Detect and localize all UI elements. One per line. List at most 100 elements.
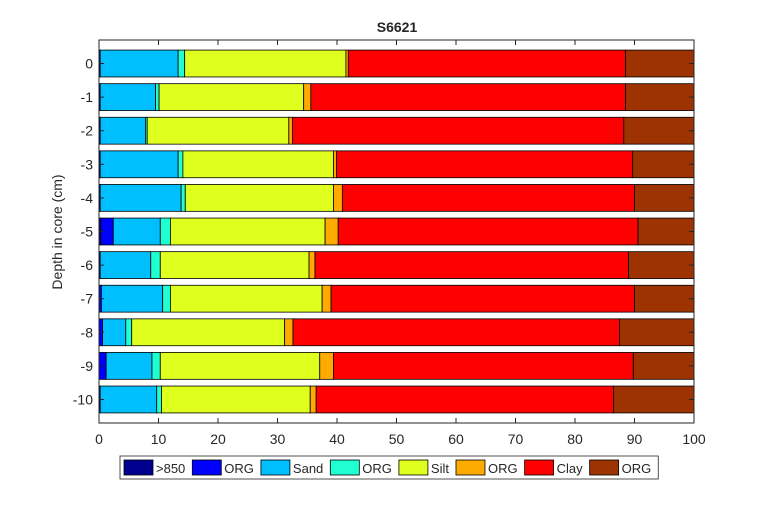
bar-segment xyxy=(100,284,164,313)
bar-segment xyxy=(99,150,179,179)
y-axis-label: Depth in core (cm) xyxy=(49,174,65,289)
legend-swatch xyxy=(191,459,222,476)
x-tick-label: 40 xyxy=(329,431,345,447)
bar-segment xyxy=(625,49,695,78)
bar-segment xyxy=(315,385,615,414)
bar-segment xyxy=(333,352,634,380)
x-tick-label: 0 xyxy=(95,431,103,447)
bar-segment xyxy=(182,150,334,179)
x-tick-label: 30 xyxy=(270,431,286,447)
legend-swatch xyxy=(524,459,555,476)
bar-segment xyxy=(150,251,161,279)
y-tick-label: -9 xyxy=(81,358,94,374)
legend-label: ORG xyxy=(362,461,392,476)
bar-segment xyxy=(169,217,326,246)
legend-box xyxy=(119,455,659,480)
bar-segment xyxy=(314,251,629,279)
bar-segment xyxy=(131,318,286,347)
x-tick-label: 10 xyxy=(151,431,167,447)
x-tick-label: 70 xyxy=(508,431,524,447)
x-tick-label: 20 xyxy=(210,431,226,447)
bar-segment xyxy=(105,352,153,380)
bar-segment xyxy=(319,352,334,380)
legend-swatch xyxy=(398,459,429,476)
bar-segment xyxy=(99,83,156,111)
legend-label: >850 xyxy=(156,461,185,476)
bar-segment xyxy=(333,150,337,179)
bar-segment xyxy=(177,150,184,179)
x-axis: 0 10 20 30 40 50 60 70 80 90 100 xyxy=(95,40,706,447)
bar-segment xyxy=(625,83,695,111)
bar-segment xyxy=(184,49,347,78)
bar-segment xyxy=(99,184,182,212)
bar-segment xyxy=(341,184,635,212)
bar-segment xyxy=(156,385,162,414)
bar-segment xyxy=(161,385,311,414)
bar-segment xyxy=(162,284,171,313)
bar-segment xyxy=(99,49,179,78)
bar-segment xyxy=(310,83,626,111)
bar-segment xyxy=(288,116,293,145)
y-tick-label: -1 xyxy=(81,89,94,105)
bar-segment xyxy=(634,284,695,313)
y-tick-label: -8 xyxy=(81,324,94,340)
bar-segment xyxy=(112,217,161,246)
y-tick-label: -3 xyxy=(81,156,94,172)
bars-layer xyxy=(98,49,695,414)
bar-segment xyxy=(637,217,695,246)
bar-segment xyxy=(155,83,160,111)
legend-swatch xyxy=(455,459,486,476)
legend-label: ORG xyxy=(488,461,518,476)
x-tick-label: 80 xyxy=(567,431,583,447)
y-tick-label: 0 xyxy=(85,56,93,72)
bar-segment xyxy=(336,150,634,179)
bar-segment xyxy=(632,352,695,380)
legend-label: ORG xyxy=(622,461,652,476)
legend-swatch xyxy=(589,459,620,476)
bar-segment xyxy=(158,83,305,111)
bar-segment xyxy=(184,184,334,212)
bar-segment xyxy=(292,318,621,347)
legend-label: Silt xyxy=(431,461,449,476)
bar-segment xyxy=(99,116,146,145)
bar-segment xyxy=(628,251,695,279)
bar-segment xyxy=(159,352,321,380)
y-tick-label: -6 xyxy=(81,257,94,273)
bar-segment xyxy=(330,284,635,313)
y-tick-label: -7 xyxy=(81,291,94,307)
y-tick-label: -5 xyxy=(81,224,94,240)
x-tick-label: 50 xyxy=(389,431,405,447)
bar-segment xyxy=(177,49,186,78)
bar-segment xyxy=(347,49,626,78)
bar-segment xyxy=(102,318,127,347)
bar-segment xyxy=(321,284,332,313)
y-tick-label: -2 xyxy=(81,123,94,139)
x-tick-label: 90 xyxy=(627,431,643,447)
bar-segment xyxy=(337,217,639,246)
bar-segment xyxy=(146,116,290,145)
chart-title: S6621 xyxy=(377,19,418,35)
bar-segment xyxy=(623,116,695,145)
bar-segment xyxy=(284,318,294,347)
bar-segment xyxy=(125,318,133,347)
bar-segment xyxy=(159,217,171,246)
bar-segment xyxy=(151,352,161,380)
legend-swatch xyxy=(329,459,360,476)
bar-segment xyxy=(303,83,312,111)
legend-label: ORG xyxy=(224,461,254,476)
legend-label: Sand xyxy=(293,461,323,476)
legend-swatch xyxy=(260,459,291,476)
bar-segment xyxy=(634,184,695,212)
y-axis: 0 -1 -2 -3 -4 -5 -6 -7 -8 -9 -10 xyxy=(73,56,694,407)
bar-segment xyxy=(169,284,323,313)
bar-segment xyxy=(632,150,695,179)
bar-segment xyxy=(291,116,625,145)
bar-segment xyxy=(99,385,158,414)
bar-segment xyxy=(180,184,186,212)
bar-segment xyxy=(99,251,152,279)
legend-label: Clay xyxy=(557,461,584,476)
bar-segment xyxy=(324,217,339,246)
bar-segment xyxy=(309,385,317,414)
bar-segment xyxy=(333,184,343,212)
